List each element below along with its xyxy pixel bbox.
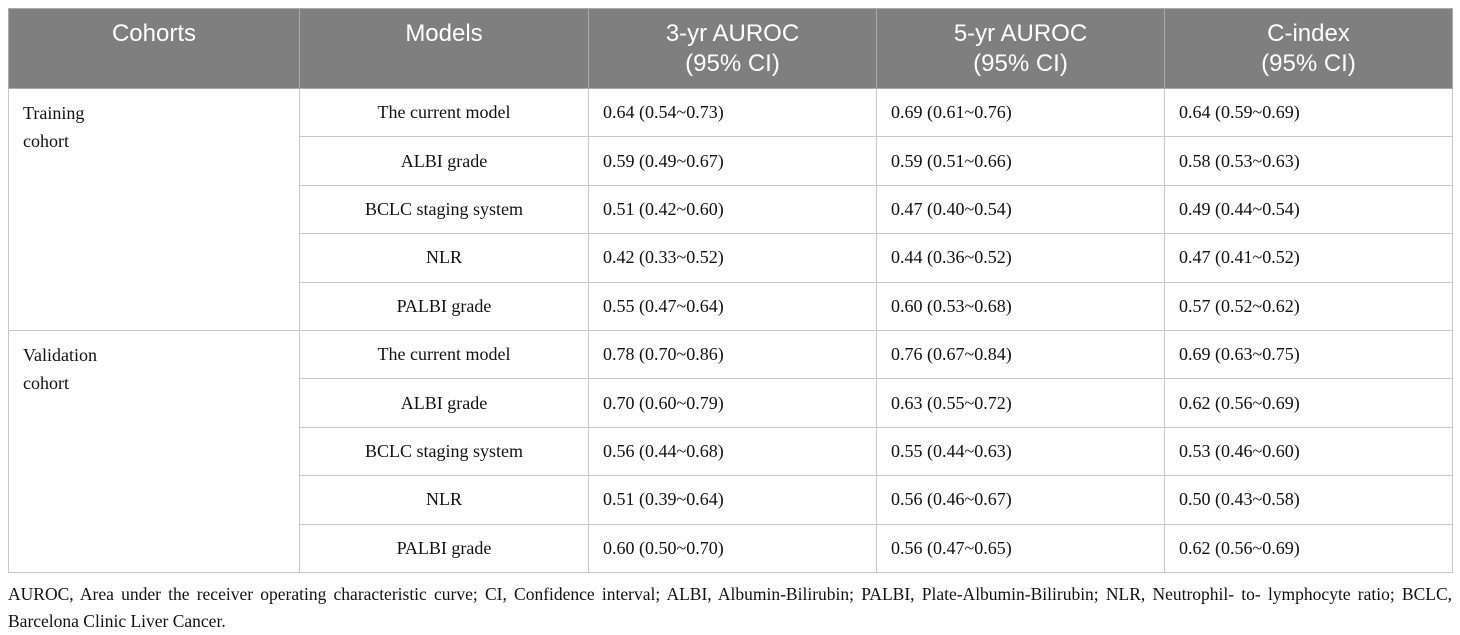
table-row: ALBI grade 0.59 (0.49~0.67) 0.59 (0.51~0.6… (9, 136, 1453, 186)
table-row: Validation cohort The current model 0.78 (0… (8, 329, 1453, 573)
value-cell: 0.56 (0.46~0.67) (876, 475, 1165, 525)
header-cell: C-index (95% CI) (1164, 8, 1453, 89)
header-text: Cohorts (111, 20, 197, 47)
value-cell: 0.55 (0.44~0.63) (876, 426, 1165, 477)
header-cell: 3-yr AUROC (95% CI) (588, 8, 877, 89)
header-text: (95% CI) (1261, 50, 1356, 77)
table-wrap: Cohorts Models 3-yr AUROC (95% CI) 5-yr AURO… (8, 8, 1453, 635)
cohort-text: Training (23, 103, 85, 123)
model-cell: The current model (299, 87, 589, 138)
header-text: 3-yr AUROC (665, 20, 800, 47)
cohort-text: cohort (23, 372, 69, 393)
cohort-cell: Training cohort (8, 88, 300, 331)
table-row: NLR 0.51 (0.39~0.64) 0.56 (0.46~0.67) 0.50 … (9, 475, 1453, 525)
table-row: BCLC staging system 0.51 (0.42~0.60) 0.47 … (9, 184, 1453, 235)
value-cell: 0.58 (0.53~0.63) (1164, 136, 1453, 186)
value-cell: 0.56 (0.44~0.68) (588, 426, 877, 477)
header-row: Cohorts Models 3-yr AUROC (95% CI) 5-yr AURO… (8, 8, 1453, 89)
value-cell: 0.63 (0.55~0.72) (876, 378, 1165, 428)
value-cell: 0.47 (0.41~0.52) (1164, 233, 1453, 283)
value-cell: 0.69 (0.61~0.76) (876, 87, 1165, 138)
value-cell: 0.70 (0.60~0.79) (588, 378, 877, 428)
header-text: 5-yr AUROC (953, 20, 1088, 47)
value-cell: 0.56 (0.47~0.65) (876, 523, 1165, 573)
model-cell: NLR (299, 475, 589, 525)
table-row: BCLC staging system 0.56 (0.44~0.68) 0.55 … (9, 426, 1453, 477)
table-row: PALBI grade 0.55 (0.47~0.64) 0.60 (0.53~0.… (9, 281, 1453, 331)
value-cell: 0.51 (0.39~0.64) (588, 475, 877, 525)
model-cell: The current model (299, 329, 589, 380)
header-cell: 5-yr AUROC (95% CI) (876, 8, 1165, 89)
model-cell: ALBI grade (299, 136, 589, 186)
value-cell: 0.69 (0.63~0.75) (1164, 329, 1453, 380)
header-text: C-index (1267, 20, 1350, 47)
value-cell: 0.49 (0.44~0.54) (1164, 184, 1453, 235)
model-cell: NLR (299, 233, 589, 283)
value-cell: 0.42 (0.33~0.52) (588, 233, 877, 283)
value-cell: 0.50 (0.43~0.58) (1164, 475, 1453, 525)
value-cell: 0.57 (0.52~0.62) (1164, 281, 1453, 331)
header-text: (95% CI) (685, 50, 780, 77)
table-row: PALBI grade 0.60 (0.50~0.70) 0.56 (0.47~0.… (9, 523, 1453, 573)
value-cell: 0.44 (0.36~0.52) (876, 233, 1165, 283)
model-cell: ALBI grade (299, 378, 589, 428)
cohort-text: cohort (23, 131, 69, 151)
value-cell: 0.62 (0.56~0.69) (1164, 378, 1453, 428)
value-cell: 0.59 (0.51~0.66) (876, 136, 1165, 186)
value-cell: 0.64 (0.59~0.69) (1164, 87, 1453, 138)
value-cell: 0.64 (0.54~0.73) (588, 87, 877, 138)
table-row: NLR 0.42 (0.33~0.52) 0.44 (0.36~0.52) 0.47 … (9, 233, 1453, 283)
value-cell: 0.60 (0.50~0.70) (588, 523, 877, 573)
model-cell: PALBI grade (299, 281, 589, 331)
model-cell: BCLC staging system (299, 184, 589, 235)
table-row: ALBI grade 0.70 (0.60~0.79) 0.63 (0.55~0.7… (9, 378, 1453, 428)
value-cell: 0.53 (0.46~0.60) (1164, 426, 1453, 477)
value-cell: 0.55 (0.47~0.64) (588, 281, 877, 331)
value-cell: 0.47 (0.40~0.54) (876, 184, 1165, 235)
value-cell: 0.60 (0.53~0.68) (876, 281, 1165, 331)
value-cell: 0.76 (0.67~0.84) (876, 329, 1165, 380)
header-text: (95% CI) (973, 50, 1068, 77)
cohort-cell: Validation cohort (8, 329, 300, 573)
header-cell: Models (299, 8, 589, 89)
table-body: Training cohort The current model 0.64 (0.5… (8, 87, 1453, 573)
header-cell: Cohorts (8, 8, 300, 89)
cohort-text: Validation (23, 344, 97, 365)
value-cell: 0.78 (0.70~0.86) (588, 329, 877, 380)
table: Cohorts Models 3-yr AUROC (95% CI) 5-yr AURO… (8, 8, 1453, 573)
value-cell: 0.59 (0.49~0.67) (588, 136, 877, 186)
value-cell: 0.51 (0.42~0.60) (588, 184, 877, 235)
model-cell: BCLC staging system (299, 426, 589, 477)
footnote: AUROC, Area under the receiver operating… (8, 583, 1452, 631)
value-cell: 0.62 (0.56~0.69) (1164, 523, 1453, 573)
header-text: Models (405, 20, 483, 47)
table-row: Training cohort The current model 0.64 (0.5… (8, 87, 1453, 331)
model-cell: PALBI grade (299, 523, 589, 573)
